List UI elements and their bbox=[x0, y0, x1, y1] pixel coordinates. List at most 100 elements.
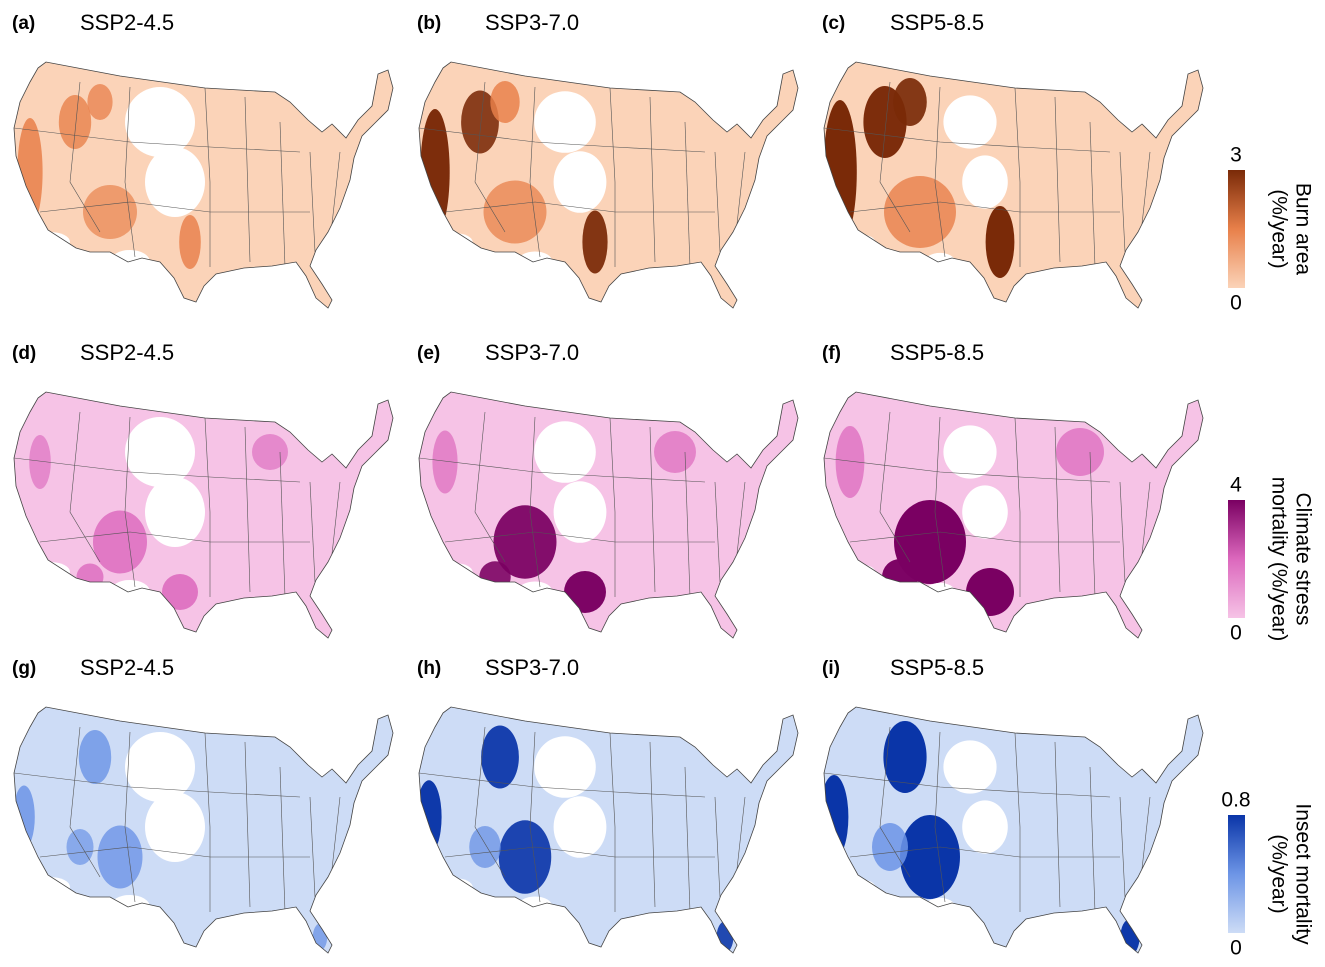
hotspot bbox=[872, 823, 908, 871]
no-data bbox=[943, 95, 996, 148]
no-data bbox=[925, 898, 955, 916]
no-data bbox=[517, 581, 552, 602]
panel-title: SSP2-4.5 bbox=[80, 340, 174, 365]
no-data bbox=[845, 879, 875, 894]
hotspot bbox=[252, 434, 288, 470]
panel-letter: (f) bbox=[822, 343, 841, 364]
no-data bbox=[145, 792, 205, 862]
panel-title: SSP3-7.0 bbox=[485, 10, 579, 35]
no-data bbox=[437, 563, 472, 581]
map bbox=[14, 392, 393, 638]
map bbox=[14, 62, 393, 308]
map bbox=[13, 707, 393, 953]
no-data bbox=[110, 580, 150, 604]
no-data bbox=[517, 251, 552, 272]
hotspot bbox=[966, 568, 1014, 616]
panel-title: SSP3-7.0 bbox=[485, 655, 579, 680]
no-data bbox=[925, 583, 955, 601]
panel-letter: (i) bbox=[822, 658, 840, 679]
no-data bbox=[125, 732, 195, 802]
hotspot bbox=[883, 721, 926, 793]
no-data bbox=[534, 91, 596, 153]
hotspot bbox=[87, 84, 112, 120]
panel-title: SSP5-8.5 bbox=[890, 340, 984, 365]
panel-letter: (a) bbox=[12, 13, 35, 34]
no-data bbox=[30, 232, 70, 252]
no-data bbox=[534, 421, 596, 483]
map bbox=[419, 62, 798, 308]
hotspot bbox=[893, 78, 927, 126]
no-data bbox=[534, 736, 596, 798]
colorbar-label: Burn area bbox=[1291, 183, 1314, 276]
panel-title: SSP5-8.5 bbox=[890, 655, 984, 680]
no-data bbox=[962, 155, 1008, 208]
panel-letter: (e) bbox=[417, 343, 440, 364]
hotspot bbox=[654, 431, 696, 473]
panel-title: SSP2-4.5 bbox=[80, 10, 174, 35]
hotspot bbox=[13, 786, 35, 849]
colorbar-label: Insect mortality bbox=[1291, 803, 1314, 945]
colorbar-label: mortality (%/year) bbox=[1267, 477, 1290, 642]
no-data bbox=[943, 740, 996, 793]
hotspot bbox=[900, 815, 960, 899]
hotspot bbox=[479, 561, 511, 593]
no-data bbox=[145, 477, 205, 547]
colorbar-tick-label: 0 bbox=[1230, 292, 1242, 315]
map bbox=[820, 707, 1203, 955]
hotspot bbox=[179, 215, 201, 269]
hotspot bbox=[564, 571, 606, 613]
hotspot bbox=[98, 826, 143, 889]
hotspot bbox=[59, 95, 91, 149]
colorbar bbox=[1228, 815, 1245, 933]
hotspot bbox=[93, 511, 147, 574]
no-data bbox=[962, 485, 1008, 538]
hotspot bbox=[1056, 428, 1104, 476]
panel-letter: (h) bbox=[417, 658, 441, 679]
no-data bbox=[554, 796, 607, 858]
no-data bbox=[110, 250, 150, 274]
colorbar-tick-label: 4 bbox=[1230, 474, 1242, 497]
hotspot bbox=[162, 574, 198, 610]
map bbox=[416, 707, 798, 953]
map bbox=[419, 392, 798, 638]
no-data bbox=[517, 896, 552, 917]
hotspot bbox=[499, 820, 552, 894]
colorbar-tick-label: 3 bbox=[1230, 144, 1242, 167]
no-data bbox=[30, 562, 70, 582]
panel-letter: (g) bbox=[12, 658, 36, 679]
panel-letter: (d) bbox=[12, 343, 36, 364]
no-data bbox=[943, 425, 996, 478]
no-data bbox=[125, 417, 195, 487]
hotspot bbox=[986, 206, 1015, 278]
colorbar-tick-label: 0 bbox=[1230, 622, 1242, 645]
hotspot bbox=[582, 211, 607, 274]
no-data bbox=[925, 253, 955, 271]
no-data bbox=[845, 564, 875, 579]
colorbar-label: Climate stress bbox=[1291, 492, 1314, 625]
hotspot bbox=[77, 564, 104, 591]
no-data bbox=[845, 234, 875, 249]
hotspot bbox=[490, 81, 519, 123]
panel-title: SSP5-8.5 bbox=[890, 10, 984, 35]
panel-title: SSP2-4.5 bbox=[80, 655, 174, 680]
colorbar-tick-label: 0 bbox=[1230, 937, 1242, 960]
hotspot bbox=[836, 426, 865, 498]
colorbar-label: (%/year) bbox=[1267, 189, 1290, 268]
colorbar-label: (%/year) bbox=[1267, 834, 1290, 913]
no-data bbox=[30, 877, 70, 897]
panel-title: SSP3-7.0 bbox=[485, 340, 579, 365]
panel-letter: (b) bbox=[417, 13, 441, 34]
no-data bbox=[554, 481, 607, 543]
hotspot bbox=[823, 100, 857, 244]
panel-letter: (c) bbox=[822, 13, 845, 34]
map bbox=[824, 392, 1203, 638]
no-data bbox=[437, 233, 472, 251]
hotspot bbox=[79, 730, 111, 784]
no-data bbox=[145, 147, 205, 217]
colorbar bbox=[1228, 500, 1245, 618]
figure: (a) SSP2-4.5 (b) SSP3-7.0 (c) SSP5-8.5 0 3 Burn … bbox=[0, 0, 1325, 967]
hotspot bbox=[882, 559, 918, 595]
no-data bbox=[110, 895, 150, 919]
hotspot bbox=[481, 726, 519, 789]
no-data bbox=[125, 87, 195, 157]
